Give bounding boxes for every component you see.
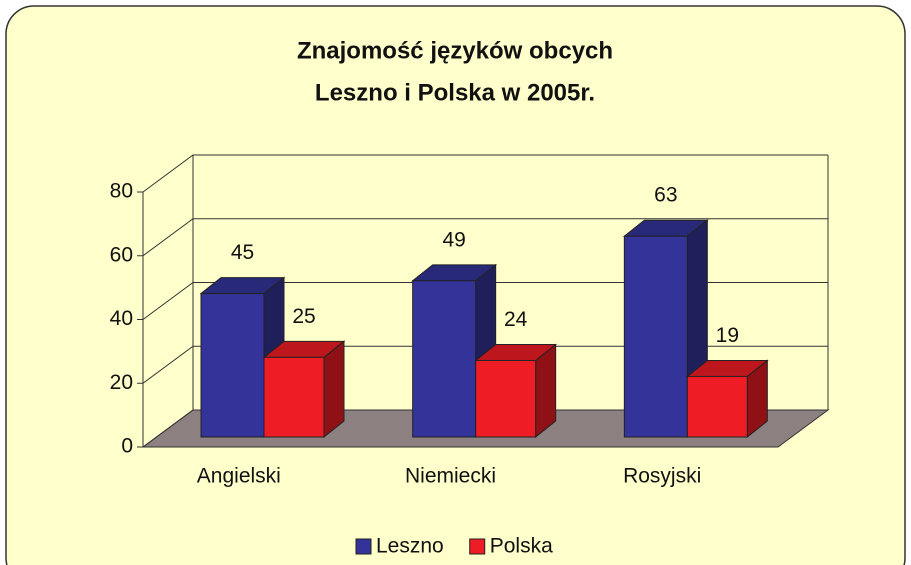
- grid-line: [142, 345, 828, 384]
- grid-line: [142, 154, 828, 193]
- data-label: 19: [716, 324, 739, 347]
- legend-label: Leszno: [376, 535, 444, 558]
- legend-swatch: [355, 538, 372, 555]
- y-tick-label: 60: [110, 243, 133, 266]
- x-tick-label: Niemiecki: [405, 465, 496, 488]
- data-label: 24: [504, 308, 528, 331]
- data-label: 63: [654, 184, 677, 207]
- x-tick-label: Angielski: [197, 465, 281, 488]
- bar: [200, 293, 265, 438]
- y-tick-label: 20: [110, 371, 133, 394]
- y-tick-label: 80: [110, 180, 133, 203]
- chart-subtitle: Leszno i Polska w 2005r.: [315, 79, 595, 106]
- grid-line: [142, 409, 828, 448]
- legend-label: Polska: [490, 535, 553, 558]
- x-tick-label: Rosyjski: [623, 465, 701, 488]
- chart-title: Znajomość języków obcych: [297, 37, 613, 64]
- legend-swatch: [469, 538, 486, 555]
- y-tick-label: 0: [121, 435, 133, 458]
- bar: [623, 235, 688, 438]
- grid-line: [142, 218, 828, 257]
- bar: [412, 280, 477, 438]
- data-label: 45: [231, 241, 254, 264]
- y-tick-label: 40: [110, 307, 133, 330]
- bar: [686, 375, 748, 438]
- data-label: 49: [442, 228, 465, 251]
- bar-side: [323, 340, 345, 439]
- data-label: 25: [292, 305, 315, 328]
- grid-line: [142, 282, 828, 320]
- bar: [263, 356, 325, 438]
- bar: [475, 360, 537, 438]
